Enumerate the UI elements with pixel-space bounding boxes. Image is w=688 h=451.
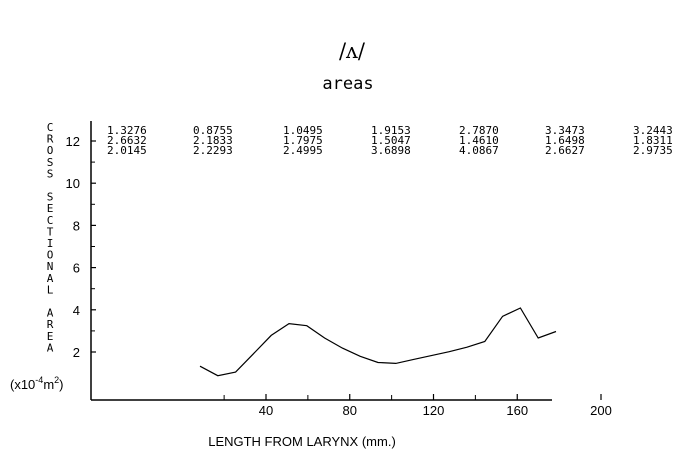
- x-axis-label: LENGTH FROM LARYNX (mm.): [208, 434, 396, 449]
- y-tick-label: 10: [66, 176, 80, 191]
- y-label-letter: N: [47, 260, 54, 273]
- area-values-table: 1.3276 0.8755 1.0495 1.9153 2.7870 3.3473 3.24…: [107, 124, 673, 157]
- chart-title: /ʌ/: [339, 39, 366, 63]
- y-label-letter: O: [47, 249, 54, 262]
- y-label-letter: S: [47, 167, 54, 180]
- table-cell: 3.6898: [371, 144, 411, 157]
- table-cell: 2.6627: [545, 144, 585, 157]
- table-cell: 1.7975: [283, 134, 323, 147]
- y-label-letter: A: [47, 341, 54, 354]
- x-tick-label: 200: [590, 403, 612, 418]
- y-label-letter: T: [47, 225, 54, 238]
- y-axis-ticks: 2 4 6 8 10 12: [66, 134, 96, 360]
- x-tick-label: 160: [506, 403, 528, 418]
- y-label-letter: S: [47, 191, 54, 204]
- table-cell: 3.2443: [633, 124, 673, 137]
- y-tick-label: 8: [73, 218, 80, 233]
- y-label-letter: O: [47, 144, 54, 157]
- y-label-letter: A: [47, 272, 54, 285]
- table-cell: 2.9735: [633, 144, 673, 157]
- table-cell: 2.4995: [283, 144, 323, 157]
- y-axis-unit: (x10-4m2): [10, 375, 64, 392]
- table-cell: 1.9153: [371, 124, 411, 137]
- y-tick-label: 12: [66, 134, 80, 149]
- y-label-letter: A: [47, 307, 54, 320]
- x-tick-label: 80: [343, 403, 357, 418]
- x-tick-label: 40: [259, 403, 273, 418]
- table-cell: 2.6632: [107, 134, 147, 147]
- table-cell: 1.8311: [633, 134, 673, 147]
- area-function-line: [199, 307, 557, 377]
- table-cell: 2.0145: [107, 144, 147, 157]
- y-tick-label: 4: [73, 303, 80, 318]
- table-cell: 3.3473: [545, 124, 585, 137]
- table-cell: 2.7870: [459, 124, 499, 137]
- chart-subtitle: areas: [322, 74, 373, 94]
- y-tick-label: 2: [73, 345, 80, 360]
- table-cell: 1.3276: [107, 124, 147, 137]
- y-label-letter: S: [47, 156, 54, 169]
- y-label-letter: R: [47, 133, 54, 146]
- table-cell: 4.0867: [459, 144, 499, 157]
- y-label-letter: I: [47, 237, 54, 250]
- table-cell: 1.6498: [545, 134, 585, 147]
- table-cell: 2.2293: [193, 144, 233, 157]
- table-cell: 1.5047: [371, 134, 411, 147]
- y-label-letter: E: [47, 330, 54, 343]
- table-cell: 1.4610: [459, 134, 499, 147]
- x-axis-ticks: 40 80 120 160 200: [223, 394, 612, 418]
- y-label-letter: R: [47, 318, 54, 331]
- y-label-letter: L: [47, 283, 54, 296]
- x-tick-label: 120: [423, 403, 445, 418]
- y-tick-label: 6: [73, 261, 80, 276]
- y-label-letter: C: [47, 214, 54, 227]
- table-cell: 1.0495: [283, 124, 323, 137]
- y-label-letter: E: [47, 202, 54, 215]
- table-cell: 0.8755: [193, 124, 233, 137]
- y-label-letter: C: [47, 121, 54, 134]
- table-cell: 2.1833: [193, 134, 233, 147]
